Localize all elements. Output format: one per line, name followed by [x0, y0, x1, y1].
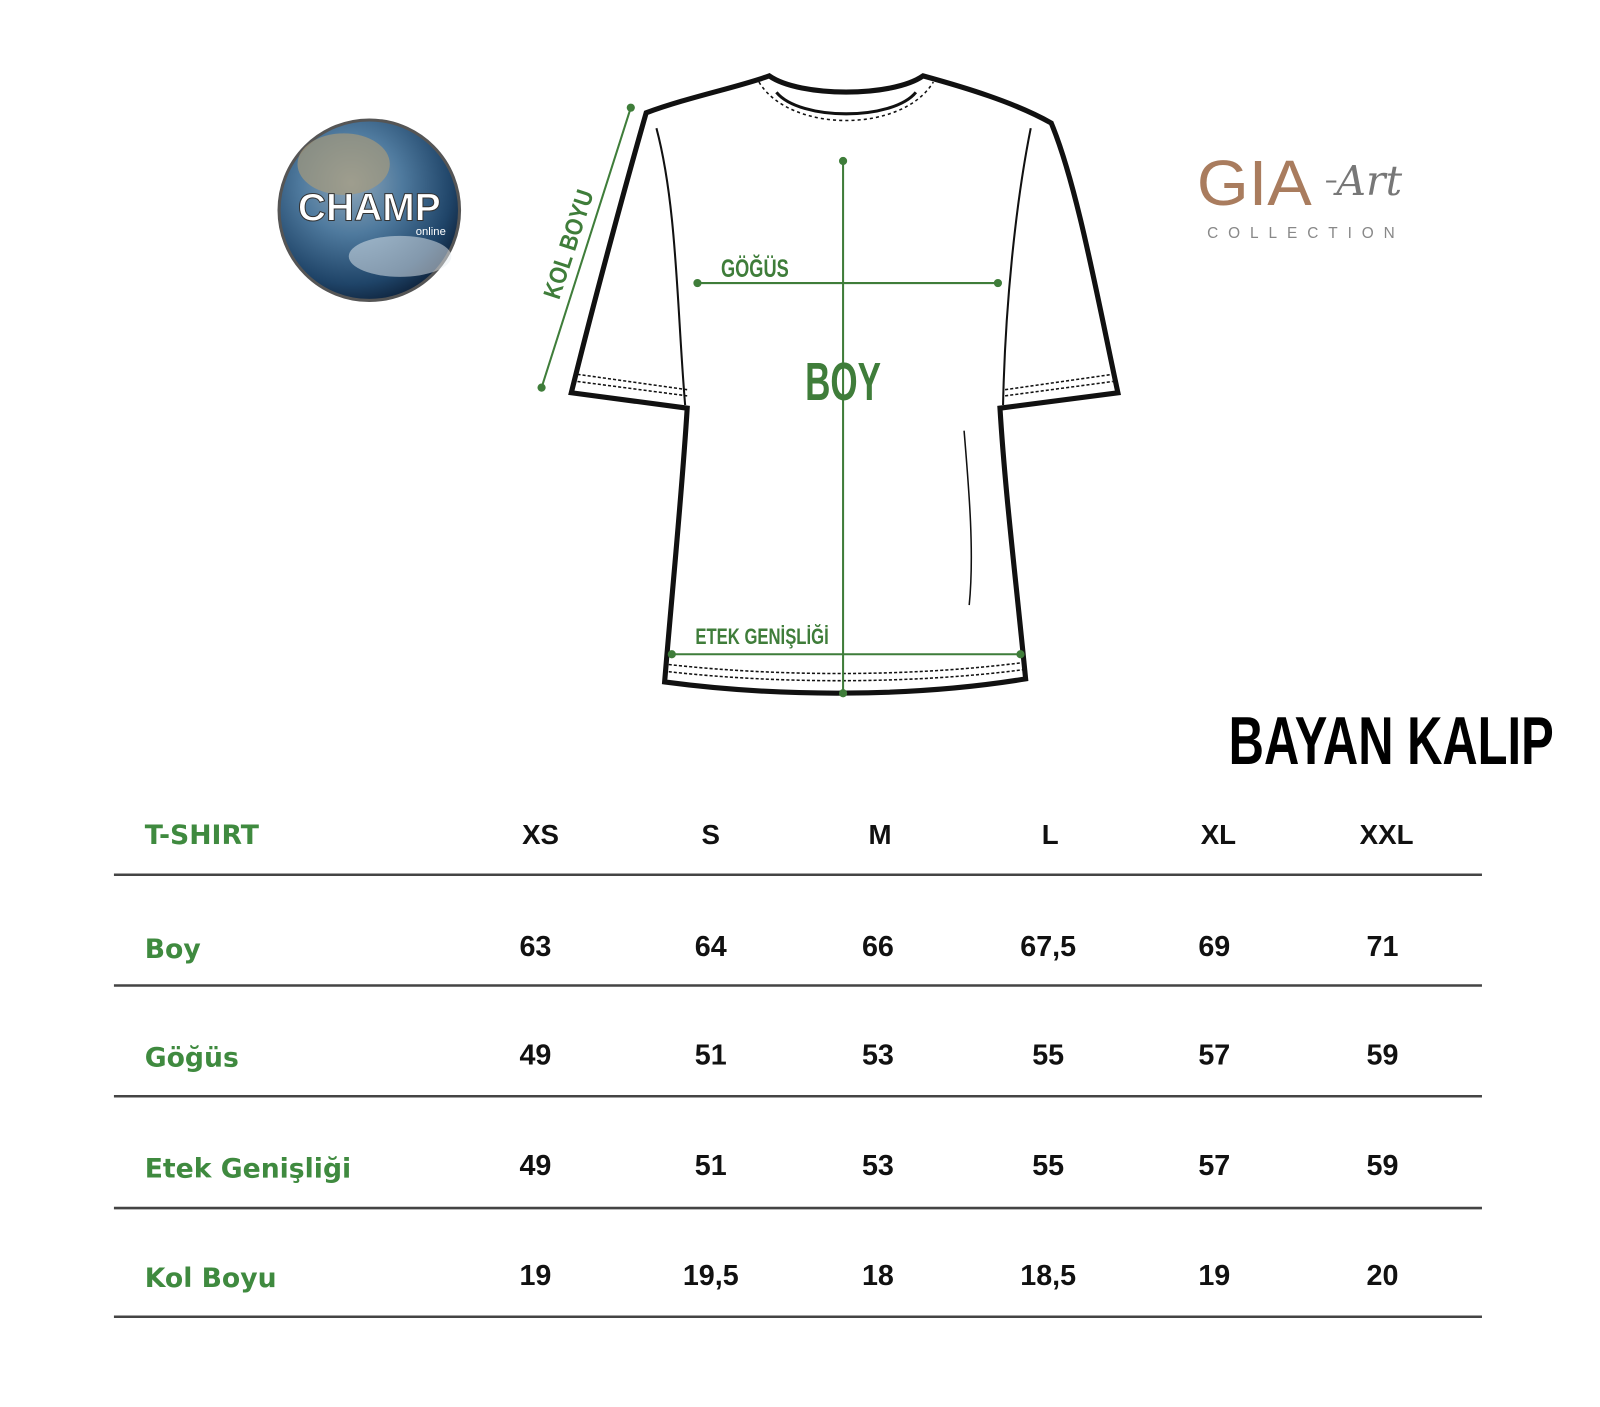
measurement-lines: [537, 103, 1025, 698]
chest-label: GÖĞÜS: [721, 255, 789, 283]
table-cell: 67,5: [1020, 931, 1076, 963]
table-row: Boy 63 64 66 67,5 69 71: [145, 931, 1399, 965]
table-cell: 20: [1367, 1260, 1399, 1292]
size-table: T-SHIRT XS S M L XL XXL Boy 63 64 66 67,5 69 7…: [113, 819, 1482, 1319]
table-cell: 55: [1032, 1039, 1064, 1071]
table-cell: 71: [1367, 931, 1399, 963]
length-label: BOY: [805, 353, 881, 412]
gia-art-logo: GIA Art COLLECTION: [1197, 148, 1403, 242]
table-cell: 59: [1367, 1150, 1399, 1182]
table-cell: 19,5: [683, 1260, 739, 1292]
hem-label: ETEK GENİŞLİĞİ: [695, 624, 828, 649]
champ-logo-text: CHAMP: [298, 186, 441, 229]
gia-logo-script: Art: [1332, 157, 1402, 205]
table-row: Etek Genişliği 49 51 53 55 57 59: [145, 1150, 1399, 1184]
table-cell: 51: [695, 1150, 727, 1182]
champ-logo-subtext: online: [416, 226, 446, 238]
table-cell: 64: [695, 931, 727, 963]
table-cell: 53: [862, 1150, 894, 1182]
table-cell: 53: [862, 1039, 894, 1071]
table-dividers: [113, 873, 1482, 1319]
champ-logo: CHAMP online: [277, 118, 462, 303]
table-cell: 69: [1198, 931, 1230, 963]
size-header: L: [1042, 819, 1059, 850]
table-row: Kol Boyu 19 19,5 18 18,5 19 20: [145, 1260, 1399, 1294]
table-cell: 55: [1032, 1150, 1064, 1182]
size-header: XXL: [1360, 819, 1414, 850]
table-cell: 57: [1198, 1039, 1230, 1071]
row-label: Kol Boyu: [145, 1263, 277, 1294]
table-cell: 49: [519, 1150, 551, 1182]
table-cell: 18,5: [1020, 1260, 1076, 1292]
table-cell: 51: [695, 1039, 727, 1071]
size-header: M: [868, 819, 891, 850]
size-header: S: [702, 819, 720, 850]
row-label: Boy: [145, 934, 201, 965]
row-label: Göğüs: [145, 1043, 239, 1074]
table-cell: 49: [519, 1039, 551, 1071]
table-cell: 63: [519, 931, 551, 963]
sleeve-measure-line: [540, 107, 632, 388]
table-cell: 19: [1198, 1260, 1230, 1292]
table-row: Göğüs 49 51 53 55 57 59: [145, 1039, 1399, 1073]
table-cell: 18: [862, 1260, 894, 1292]
size-header: XL: [1201, 819, 1236, 850]
size-header: XS: [522, 819, 559, 850]
table-corner-label: T-SHIRT: [145, 820, 260, 851]
table-cell: 66: [862, 931, 894, 963]
size-header-row: XS S M L XL XXL: [522, 819, 1414, 850]
tshirt-diagram: [568, 73, 1121, 696]
gia-logo-text: GIA: [1197, 148, 1312, 219]
page-title: BAYAN KALIP: [1229, 704, 1554, 779]
table-cell: 59: [1367, 1039, 1399, 1071]
table-cell: 19: [519, 1260, 551, 1292]
gia-logo-subtext: COLLECTION: [1207, 225, 1395, 242]
table-cell: 57: [1198, 1150, 1230, 1182]
sleeve-label: KOL BOYU: [539, 187, 600, 303]
row-label: Etek Genişliği: [145, 1153, 351, 1184]
